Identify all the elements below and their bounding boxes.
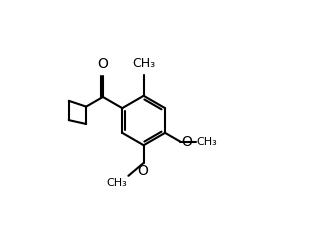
Text: O: O [137, 164, 148, 178]
Text: O: O [98, 57, 108, 71]
Text: CH₃: CH₃ [132, 57, 155, 70]
Text: CH₃: CH₃ [106, 178, 127, 188]
Text: CH₃: CH₃ [197, 137, 218, 147]
Text: O: O [182, 135, 192, 149]
